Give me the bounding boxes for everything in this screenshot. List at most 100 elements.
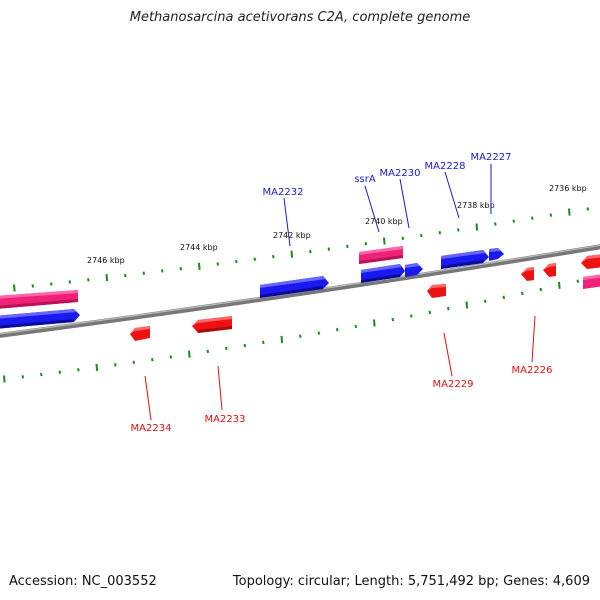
leader-ma2233 xyxy=(217,365,223,411)
major-tick xyxy=(280,335,284,343)
minor-tick xyxy=(410,314,413,318)
major-tick xyxy=(13,284,16,292)
minor-tick xyxy=(391,317,395,322)
kbp-label-2746: 2746 kbp xyxy=(87,256,125,265)
forward-gene-ma2230[interactable] xyxy=(405,263,423,277)
minor-tick xyxy=(494,222,497,226)
label-ma2230[interactable]: MA2230 xyxy=(380,168,421,179)
label-ma2234[interactable]: MA2234 xyxy=(131,423,172,434)
forward-gene-ma2232[interactable] xyxy=(260,276,329,298)
minor-tick xyxy=(401,236,405,241)
leader-ma2228 xyxy=(444,171,460,219)
major-tick xyxy=(475,223,479,231)
leader-ma2229 xyxy=(443,332,453,377)
rna-gene-ssra[interactable] xyxy=(359,246,403,264)
reverse-gene-ma2234[interactable] xyxy=(130,326,150,341)
leader-ma2234 xyxy=(144,375,152,421)
minor-tick xyxy=(225,346,228,351)
leader-ma2232 xyxy=(283,197,291,247)
minor-tick xyxy=(68,280,72,284)
minor-tick xyxy=(272,254,275,259)
reverse-gene-ma2229[interactable] xyxy=(427,284,446,298)
label-ma2226[interactable]: MA2226 xyxy=(512,365,553,376)
minor-tick xyxy=(114,363,117,367)
reverse-leader-lines xyxy=(144,315,536,421)
label-ma2232[interactable]: MA2232 xyxy=(263,187,304,198)
kbp-label-2736: 2736 kbp xyxy=(549,184,587,193)
minor-tick xyxy=(484,299,487,303)
lower-tick-ruler xyxy=(3,275,598,383)
rna-gene-left[interactable] xyxy=(0,290,78,309)
minor-tick xyxy=(309,249,312,254)
forward-gene-left[interactable] xyxy=(0,309,80,329)
major-tick xyxy=(383,237,386,245)
minor-tick xyxy=(576,279,580,283)
major-tick xyxy=(465,301,469,309)
kbp-label-2742: 2742 kbp xyxy=(273,231,311,240)
leader-ma2226 xyxy=(531,315,536,363)
kbp-label-2744: 2744 kbp xyxy=(180,243,218,252)
minor-tick xyxy=(502,295,506,300)
major-tick xyxy=(3,375,6,383)
forward-gene-ma2228[interactable] xyxy=(441,250,489,269)
minor-tick xyxy=(336,328,339,332)
genome-backbone xyxy=(0,244,600,338)
minor-tick xyxy=(77,368,80,372)
minor-tick xyxy=(317,331,321,335)
minor-tick xyxy=(142,271,146,275)
major-tick xyxy=(558,281,561,289)
label-ma2233[interactable]: MA2233 xyxy=(205,414,246,425)
leader-ma2230 xyxy=(399,178,410,229)
genome-summary-text: Topology: circular; Length: 5,751,492 bp… xyxy=(232,574,590,589)
minor-tick xyxy=(161,269,164,273)
minor-tick xyxy=(299,334,302,338)
minor-tick xyxy=(243,343,247,348)
leader-ssra xyxy=(364,185,380,233)
label-ma2227[interactable]: MA2227 xyxy=(471,152,512,163)
accession-text: Accession: NC_003552 xyxy=(9,574,157,589)
reverse-gene-ma2233[interactable] xyxy=(192,316,232,333)
reverse-gene-ma2226-a[interactable] xyxy=(521,267,534,281)
major-tick xyxy=(373,319,376,327)
minor-tick xyxy=(235,259,238,264)
minor-tick xyxy=(132,360,136,364)
minor-tick xyxy=(169,355,173,359)
reverse-gene-right[interactable] xyxy=(581,254,600,269)
label-ma2228[interactable]: MA2228 xyxy=(425,161,466,172)
minor-tick xyxy=(354,324,358,329)
major-tick xyxy=(105,274,109,282)
forward-gene-ma2231[interactable] xyxy=(361,264,405,283)
minor-tick xyxy=(438,231,442,235)
minor-tick xyxy=(216,262,220,266)
minor-tick xyxy=(539,287,543,292)
forward-gene-ma2227[interactable] xyxy=(489,248,504,261)
map-title: Methanosarcina acetivorans C2A, complete… xyxy=(129,10,471,25)
major-tick xyxy=(188,350,191,358)
minor-tick xyxy=(549,213,553,217)
label-ma2229[interactable]: MA2229 xyxy=(433,379,474,390)
minor-tick xyxy=(87,278,90,282)
minor-tick xyxy=(58,370,62,374)
reverse-gene-ma2226-b[interactable] xyxy=(543,263,556,277)
upper-tick-ruler xyxy=(13,207,590,292)
minor-tick xyxy=(253,257,257,261)
major-tick xyxy=(290,250,294,258)
minor-tick xyxy=(327,247,331,251)
minor-tick xyxy=(124,273,127,278)
minor-tick xyxy=(21,375,25,379)
minor-tick xyxy=(151,357,154,362)
label-ssra[interactable]: ssrA xyxy=(354,174,376,185)
minor-tick xyxy=(447,307,450,311)
minor-tick xyxy=(521,291,524,296)
minor-tick xyxy=(206,349,210,354)
kbp-label-2740: 2740 kbp xyxy=(365,217,403,226)
major-tick xyxy=(198,262,201,270)
minor-tick xyxy=(586,207,590,211)
minor-tick xyxy=(531,216,534,220)
minor-tick xyxy=(420,233,423,238)
major-tick xyxy=(95,363,99,371)
major-tick xyxy=(568,208,571,216)
minor-tick xyxy=(179,266,183,271)
rna-gene-right[interactable] xyxy=(583,274,600,289)
